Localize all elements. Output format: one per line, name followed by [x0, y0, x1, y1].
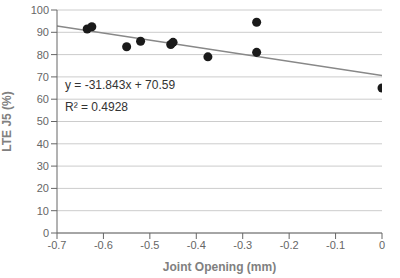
svg-text:40: 40	[37, 138, 49, 150]
svg-text:50: 50	[37, 115, 49, 127]
svg-text:0: 0	[43, 227, 49, 239]
svg-text:-0.4: -0.4	[187, 239, 206, 251]
svg-text:-0.2: -0.2	[280, 239, 299, 251]
svg-text:10: 10	[37, 205, 49, 217]
svg-text:70: 70	[37, 71, 49, 83]
svg-text:-0.7: -0.7	[48, 239, 67, 251]
svg-text:-0.5: -0.5	[140, 239, 159, 251]
svg-text:60: 60	[37, 93, 49, 105]
svg-text:30: 30	[37, 160, 49, 172]
html-text:R² = 0.4928: R² = 0.4928	[65, 100, 128, 114]
svg-text:-0.3: -0.3	[233, 239, 252, 251]
svg-text:20: 20	[37, 182, 49, 194]
svg-text:LTE J5 (%): LTE J5 (%)	[8, 91, 14, 151]
svg-text:-0.6: -0.6	[94, 239, 113, 251]
svg-text:80: 80	[37, 49, 49, 61]
svg-text:90: 90	[37, 26, 49, 38]
html-text:y = -31.843x + 70.59: y = -31.843x + 70.59	[65, 78, 176, 92]
svg-text:-0.1: -0.1	[326, 239, 345, 251]
svg-text:Joint Opening (mm): Joint Opening (mm)	[163, 260, 276, 274]
svg-text:100: 100	[31, 4, 49, 16]
svg-text:0: 0	[379, 239, 385, 251]
